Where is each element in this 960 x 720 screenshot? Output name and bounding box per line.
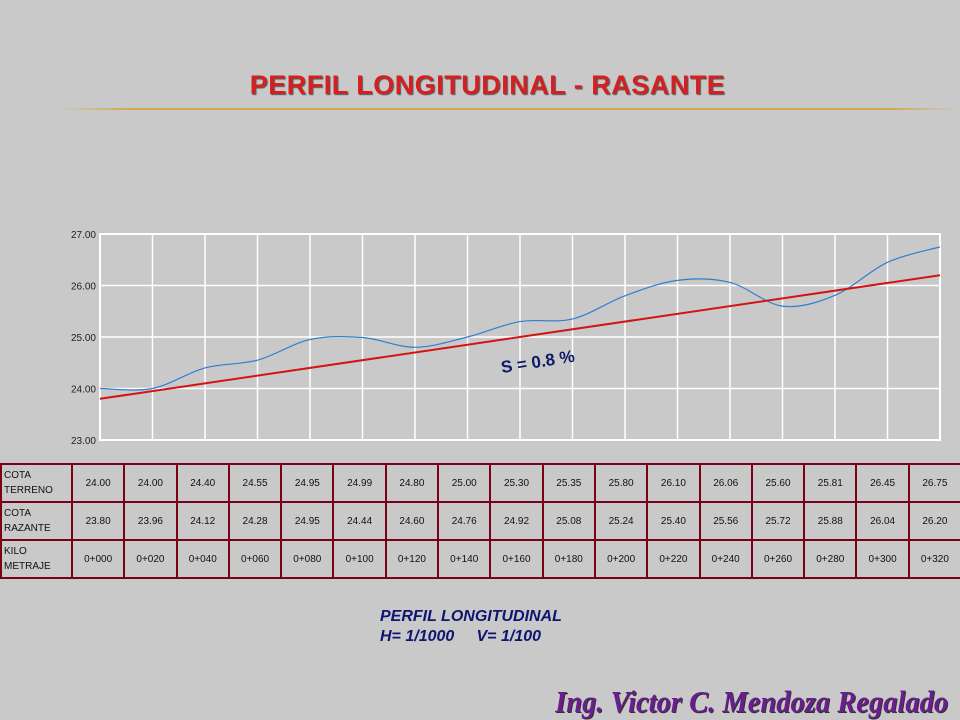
table-cell: 0+280 xyxy=(803,539,858,579)
table-cell: 26.75 xyxy=(907,463,960,503)
table-cell: 0+080 xyxy=(280,539,335,579)
table-cell: 23.96 xyxy=(123,501,178,541)
y-tick-label: 26.00 xyxy=(71,282,96,293)
y-tick-label: 25.00 xyxy=(71,333,96,344)
table-cell: 25.60 xyxy=(750,463,806,503)
table-cell: 25.56 xyxy=(698,501,753,541)
table-cell: 0+040 xyxy=(175,539,230,579)
table-cell: 0+180 xyxy=(541,539,596,579)
y-axis-ticks: 23.00 24.00 25.00 26.00 27.00 xyxy=(71,230,96,447)
table-cell: 0+160 xyxy=(489,539,544,579)
table-cell: 0+300 xyxy=(855,539,910,579)
table-cell: 24.00 xyxy=(123,463,178,503)
row-header-line-1: COTA xyxy=(4,508,32,519)
table-cell: 24.92 xyxy=(489,501,544,541)
table-cell: 0+020 xyxy=(123,539,178,579)
table-cell: 25.30 xyxy=(489,463,544,503)
table-cell: 26.04 xyxy=(855,501,910,541)
table-cell: 24.44 xyxy=(332,501,387,541)
table-cell: 0+220 xyxy=(646,539,701,579)
table-cell: 23.80 xyxy=(70,501,126,541)
slide-title: PERFIL LONGITUDINAL - RASANTE xyxy=(249,70,726,100)
table-row: COTA TERRENO 24.00 24.00 24.40 24.55 24.95 24.9… xyxy=(0,463,960,503)
row-header: COTA RAZANTE xyxy=(0,501,73,541)
row-header-line-1: COTA xyxy=(4,470,32,481)
table-cell: 26.45 xyxy=(855,463,910,503)
table-row: COTA RAZANTE 23.80 23.96 24.12 24.28 24.95 24.4… xyxy=(0,501,960,541)
scale-caption: PERFIL LONGITUDINAL H= 1/1000 V= 1/100 xyxy=(380,607,562,647)
author-signature: Ing. Victor C. Mendoza Regalado xyxy=(554,684,948,719)
table-cell: 25.40 xyxy=(646,501,701,541)
table-cell: 24.95 xyxy=(280,501,335,541)
table-cell: 0+000 xyxy=(70,539,126,579)
row-header: COTA TERRENO xyxy=(0,463,73,503)
table-cell: 0+140 xyxy=(437,539,492,579)
table-cell: 25.88 xyxy=(803,501,858,541)
table-cell: 25.00 xyxy=(437,463,492,503)
table-cell: 26.20 xyxy=(907,501,960,541)
table-cell: 25.81 xyxy=(803,463,858,503)
y-tick-label: 24.00 xyxy=(71,385,96,396)
table-cell: 0+060 xyxy=(227,539,283,579)
table-cell: 26.06 xyxy=(698,463,753,503)
row-header-line-2: RAZANTE xyxy=(4,523,51,534)
table-cell: 24.00 xyxy=(70,463,126,503)
table-cell: 24.28 xyxy=(227,501,283,541)
title-divider xyxy=(60,108,960,110)
caption-line-2: H= 1/1000 V= 1/100 xyxy=(380,628,542,645)
row-header: KILO METRAJE xyxy=(0,539,73,579)
profile-data-table: COTA TERRENO 24.00 24.00 24.40 24.55 24.95 24.9… xyxy=(0,463,960,579)
table-cell: 24.40 xyxy=(175,463,230,503)
terrain-profile-line xyxy=(99,246,941,391)
table-cell: 24.55 xyxy=(227,463,283,503)
table-cell: 0+240 xyxy=(698,539,753,579)
table-cell: 24.12 xyxy=(175,501,230,541)
grade-line xyxy=(99,274,941,400)
table-row: KILO METRAJE 0+000 0+020 0+040 0+060 0+080 0+10… xyxy=(0,539,960,579)
table-cell: 26.10 xyxy=(646,463,701,503)
table-cell: 25.24 xyxy=(593,501,649,541)
table-cell: 25.35 xyxy=(541,463,596,503)
table-cell: 0+320 xyxy=(907,539,960,579)
caption-line-1: PERFIL LONGITUDINAL xyxy=(380,608,562,625)
chart-grid xyxy=(100,234,940,440)
table-cell: 24.80 xyxy=(384,463,440,503)
table-cell: 0+120 xyxy=(384,539,440,579)
table-cell: 24.95 xyxy=(280,463,335,503)
table-cell: 24.76 xyxy=(437,501,492,541)
table-cell: 25.80 xyxy=(593,463,649,503)
table-cell: 25.08 xyxy=(541,501,596,541)
table-cell: 25.72 xyxy=(750,501,806,541)
row-header-line-2: TERRENO xyxy=(4,485,53,496)
table-cell: 0+200 xyxy=(593,539,649,579)
table-cell: 0+260 xyxy=(750,539,806,579)
table-cell: 24.60 xyxy=(384,501,440,541)
row-header-line-1: KILO xyxy=(4,546,27,557)
table-cell: 24.99 xyxy=(332,463,387,503)
row-header-line-2: METRAJE xyxy=(4,561,51,572)
table-cell: 0+100 xyxy=(332,539,387,579)
y-tick-label: 23.00 xyxy=(71,436,96,447)
y-tick-label: 27.00 xyxy=(71,230,96,241)
